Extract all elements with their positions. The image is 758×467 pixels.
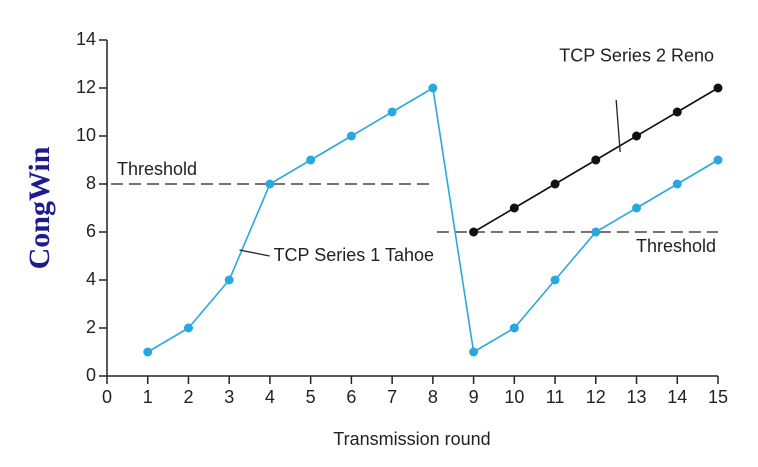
leader-line [615, 99, 621, 153]
data-point [183, 323, 193, 333]
series-label: TCP Series 2 Reno [559, 46, 714, 66]
x-tick-label: 3 [224, 387, 234, 407]
x-tick-label: 6 [346, 387, 356, 407]
x-tick-label: 1 [143, 387, 153, 407]
data-point [346, 131, 356, 141]
data-point [306, 155, 316, 165]
y-tick-label: 8 [86, 173, 96, 193]
data-point [550, 179, 560, 189]
x-tick-label: 10 [504, 387, 524, 407]
data-point [672, 179, 682, 189]
data-point [469, 227, 479, 237]
y-tick-label: 14 [76, 29, 96, 49]
leader-line [239, 249, 270, 257]
data-point [591, 155, 601, 165]
y-tick-label: 2 [86, 317, 96, 337]
x-tick-label: 5 [306, 387, 316, 407]
data-point [509, 323, 519, 333]
data-point [591, 227, 601, 237]
x-tick-label: 11 [546, 387, 565, 407]
data-point [672, 107, 682, 117]
x-tick-label: 4 [265, 387, 275, 407]
data-point [469, 347, 479, 357]
threshold-label: Threshold [117, 159, 197, 179]
series-line [147, 86, 719, 354]
data-point [224, 275, 234, 285]
x-tick-label: 14 [667, 387, 687, 407]
x-tick-label: 15 [708, 387, 728, 407]
x-tick-label: 12 [586, 387, 606, 407]
x-tick-label: 7 [387, 387, 397, 407]
data-point [387, 107, 397, 117]
y-axis-label: CongWin [23, 146, 56, 269]
y-tick-label: 12 [76, 77, 96, 97]
data-point [509, 203, 519, 213]
y-tick-label: 10 [76, 125, 96, 145]
series-label: TCP Series 1 Tahoe [274, 245, 434, 265]
x-tick-label: 2 [183, 387, 193, 407]
data-point [428, 83, 438, 93]
x-tick-label: 13 [627, 387, 647, 407]
data-point [632, 203, 642, 213]
threshold-label: Threshold [636, 236, 716, 256]
data-point [550, 275, 560, 285]
data-point [265, 179, 275, 189]
data-point [632, 131, 642, 141]
data-point [713, 155, 723, 165]
y-tick-label: 0 [86, 365, 96, 385]
data-point [713, 83, 723, 93]
x-tick-label: 0 [102, 387, 112, 407]
x-axis-label: Transmission round [333, 429, 490, 449]
data-point [143, 347, 153, 357]
y-tick-label: 4 [86, 269, 96, 289]
y-tick-label: 6 [86, 221, 96, 241]
x-tick-label: 8 [428, 387, 438, 407]
x-tick-label: 9 [469, 387, 479, 407]
